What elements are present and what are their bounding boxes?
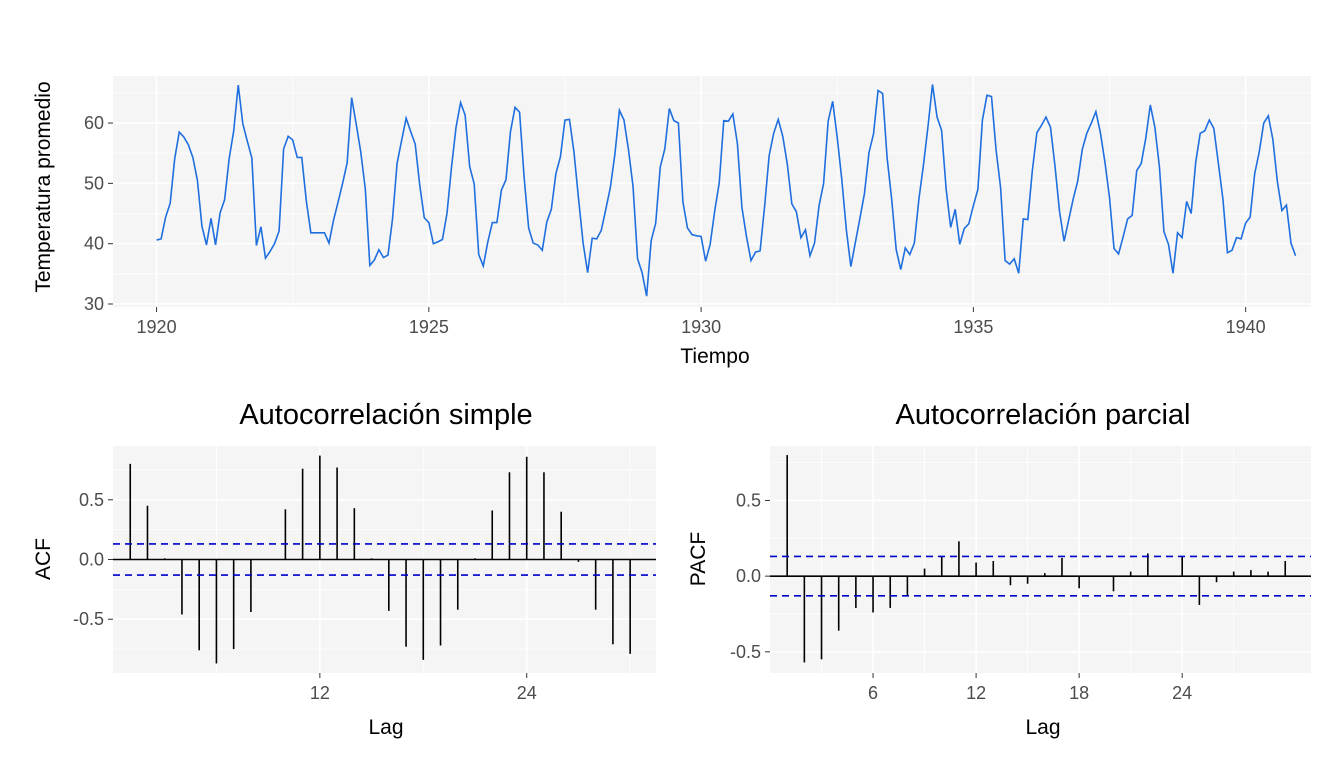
x-tick-label: 1920 <box>137 317 177 337</box>
acf-title: Autocorrelación simple <box>239 399 532 431</box>
y-tick-label: -0.5 <box>730 642 761 662</box>
y-tick-label: 0.0 <box>79 550 104 570</box>
temperature-line <box>156 84 1297 297</box>
y-axis-title: PACF <box>687 532 710 586</box>
x-tick-label: 1925 <box>409 317 449 337</box>
x-axis-title: Lag <box>368 716 403 739</box>
pacf-panel: Autocorrelación parcial 0.5 0.0 -0.5 6 12 18 2… <box>687 399 1311 739</box>
x-tick-label: 12 <box>966 683 986 703</box>
y-tick-label: 0.0 <box>736 566 761 586</box>
y-axis-title: ACF <box>32 538 55 580</box>
axis-ticks: 0.5 0.0 -0.5 6 12 18 24 <box>730 490 1192 703</box>
axis-ticks: 0.5 0.0 -0.5 12 24 <box>73 490 537 703</box>
pacf-title: Autocorrelación parcial <box>896 399 1191 431</box>
x-tick-label: 1940 <box>1226 317 1266 337</box>
axis-ticks: 30 40 50 60 1920 1925 1930 1935 1940 <box>84 113 1266 337</box>
plot-background <box>113 76 1311 307</box>
pacf-bars <box>770 455 1311 663</box>
y-tick-label: 30 <box>84 294 104 314</box>
x-tick-label: 1930 <box>681 317 721 337</box>
acf-bars <box>113 455 656 664</box>
x-tick-label: 24 <box>517 683 537 703</box>
x-tick-label: 1935 <box>953 317 993 337</box>
x-tick-label: 18 <box>1069 683 1089 703</box>
y-tick-label: 0.5 <box>736 490 761 510</box>
x-tick-label: 24 <box>1172 683 1192 703</box>
time-series-panel: 30 40 50 60 1920 1925 1930 1935 1940 Tiempo Temp… <box>32 76 1311 368</box>
acf-panel: Autocorrelación simple 0.5 0.0 -0.5 12 24 La… <box>32 399 656 739</box>
y-tick-label: 40 <box>84 234 104 254</box>
x-tick-label: 12 <box>310 683 330 703</box>
y-axis-title: Temperatura promedio <box>32 81 55 292</box>
plot-background <box>770 446 1311 673</box>
gridlines <box>113 76 1311 307</box>
y-tick-label: -0.5 <box>73 609 104 629</box>
y-tick-label: 60 <box>84 113 104 133</box>
x-tick-label: 6 <box>868 683 878 703</box>
x-axis-title: Lag <box>1025 716 1060 739</box>
y-tick-label: 50 <box>84 173 104 193</box>
y-tick-label: 0.5 <box>79 490 104 510</box>
x-axis-title: Tiempo <box>680 345 749 368</box>
